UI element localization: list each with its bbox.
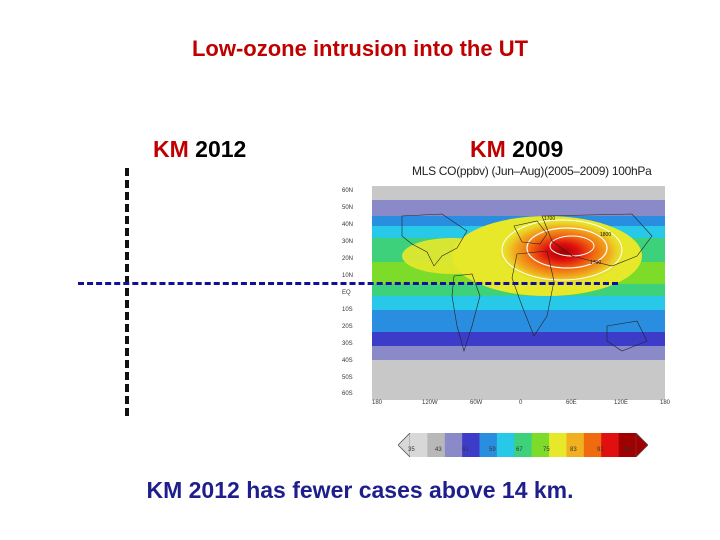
colorbar-cell <box>444 433 463 457</box>
colorbar-tick: 35 <box>408 447 415 453</box>
contour-label: 1700 <box>544 216 555 222</box>
map-title: MLS CO(ppbv) (Jun–Aug)(2005–2009) 100hPa <box>412 164 652 178</box>
lat-label: 40S <box>342 358 353 364</box>
label-km-2012-year: 2012 <box>195 136 247 162</box>
lat-label: 40N <box>342 222 354 228</box>
colorbar-cell <box>462 433 480 457</box>
lon-label: 60E <box>566 400 577 406</box>
colorbar <box>398 433 648 457</box>
lat-label: 10N <box>342 273 354 279</box>
vertical-dashed-line <box>125 168 129 416</box>
colorbar-tick: 51 <box>462 447 469 453</box>
label-km-2012: KM 2012 <box>153 136 246 163</box>
contour-label: 1700 <box>590 260 601 266</box>
lat-label: 60N <box>342 188 354 194</box>
colorbar-cell <box>531 433 550 457</box>
lon-label: 180 <box>660 400 671 406</box>
horizontal-dashed-line <box>78 282 618 285</box>
lon-label: 120E <box>614 400 629 406</box>
label-km-2009-year: 2009 <box>512 136 564 162</box>
lat-label: EQ <box>342 290 351 296</box>
lat-label: 60S <box>342 391 353 397</box>
lat-label: 10S <box>342 307 353 313</box>
lat-label: 50N <box>342 205 354 211</box>
colorbar-cell <box>427 433 446 457</box>
contour-label: 1800 <box>600 232 611 238</box>
colorbar-cell <box>410 433 428 457</box>
colorbar-cell <box>618 433 637 457</box>
lon-label: 180 <box>372 400 383 406</box>
colorbar-tick: 91 <box>597 447 604 453</box>
colorbar-cell <box>583 433 602 457</box>
colorbar-tick: 43 <box>435 447 442 453</box>
label-km-2009: KM 2009 <box>470 136 563 163</box>
colorbar-tick: 75 <box>543 447 550 453</box>
lon-label: 60W <box>470 400 483 406</box>
slide-caption: KM 2012 has fewer cases above 14 km. <box>146 477 574 503</box>
colorbar-cell <box>479 433 498 457</box>
colorbar-tick: 67 <box>516 447 523 453</box>
slide-title: Low-ozone intrusion into the UT <box>191 36 529 61</box>
lon-label: 120W <box>422 400 438 406</box>
lat-label: 30N <box>342 239 354 245</box>
lon-label: 0 <box>519 400 523 406</box>
colorbar-cell <box>566 433 585 457</box>
co-concentration-map: 1700 1800 1700 <box>372 186 665 400</box>
colorbar-cell <box>496 433 515 457</box>
lat-label: 20S <box>342 324 353 330</box>
colorbar-tick: 83 <box>570 447 577 453</box>
label-km-2009-prefix: KM <box>470 136 513 162</box>
co-map-figure: MLS CO(ppbv) (Jun–Aug)(2005–2009) 100hPa… <box>342 160 672 410</box>
colorbar-tick: 59 <box>489 447 496 453</box>
colorbar-cell <box>601 433 619 457</box>
colorbar-cell <box>514 433 532 457</box>
label-km-2012-prefix: KM <box>153 136 196 162</box>
colorbar-tick: 99 <box>624 447 631 453</box>
colorbar-cell <box>549 433 567 457</box>
lat-label: 20N <box>342 256 354 262</box>
lat-label: 30S <box>342 341 353 347</box>
lat-label: 50S <box>342 375 353 381</box>
